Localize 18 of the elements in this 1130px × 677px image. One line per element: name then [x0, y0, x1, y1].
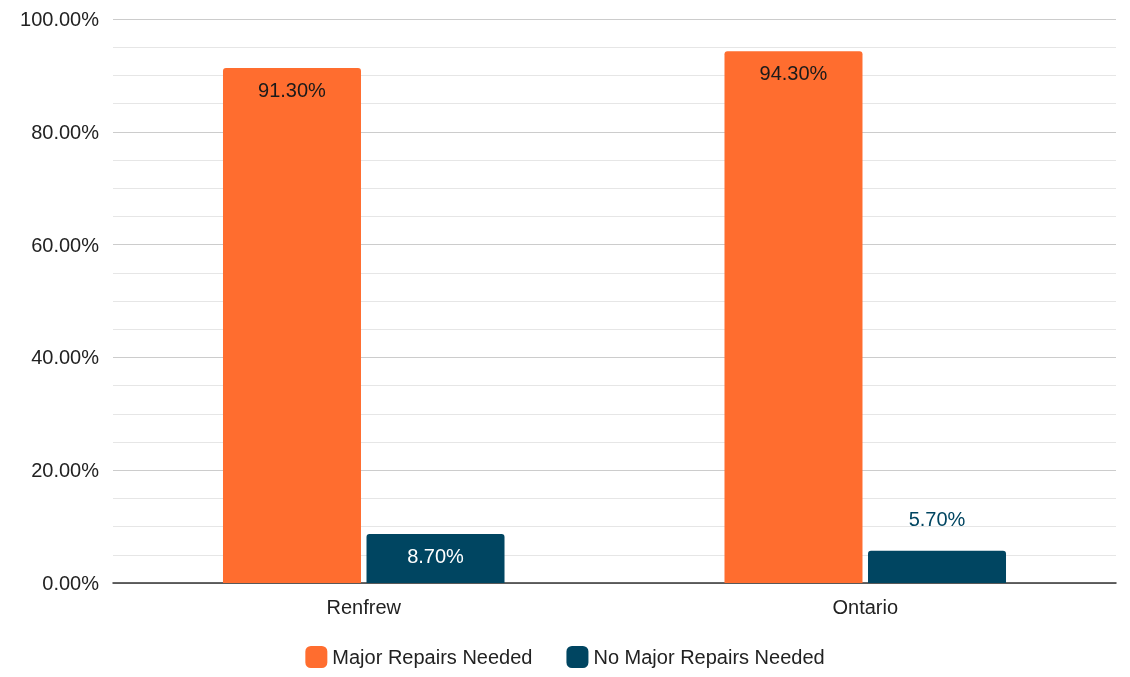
bar: [222, 68, 361, 583]
x-tick-label: Renfrew: [326, 596, 402, 618]
y-tick-label: 100.00%: [20, 8, 100, 30]
data-label: 91.30%: [258, 79, 327, 102]
y-tick-label: 0.00%: [42, 572, 100, 594]
legend-label: Major Repairs Needed: [332, 646, 533, 668]
bar: [366, 533, 505, 583]
y-tick-label: 20.00%: [31, 459, 100, 482]
data-label: 8.70%: [407, 544, 465, 567]
legend-label: No Major Repairs Needed: [593, 646, 825, 668]
x-tick-label: Ontario: [832, 596, 899, 618]
data-label: 94.30%: [759, 62, 828, 85]
bar: [724, 51, 863, 583]
y-tick-label: 80.00%: [31, 120, 100, 143]
y-tick-label: 60.00%: [31, 233, 100, 256]
data-label: 5.70%: [908, 507, 966, 530]
y-tick-label: 40.00%: [31, 346, 100, 369]
bar: [868, 550, 1007, 583]
